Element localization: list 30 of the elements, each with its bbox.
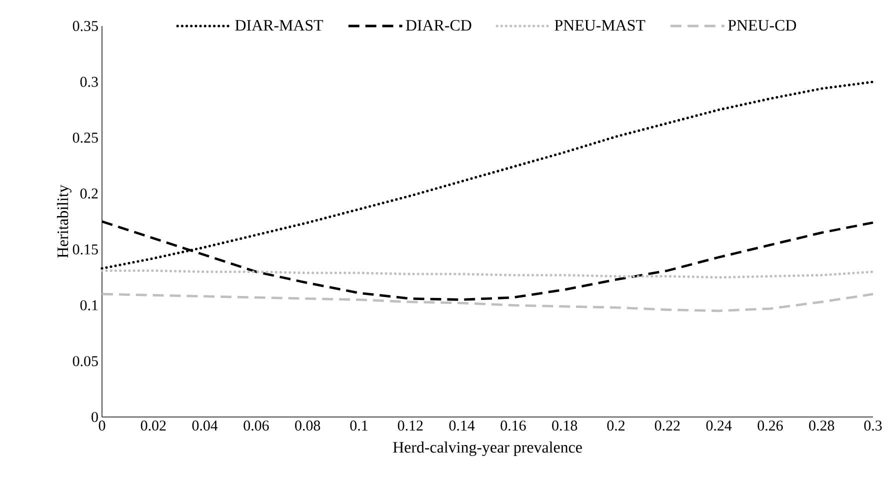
legend-label: DIAR-MAST bbox=[235, 20, 324, 31]
y-tick-label: 0.2 bbox=[80, 188, 98, 199]
legend-label: PNEU-CD bbox=[728, 20, 796, 31]
y-axis-title: Heritability bbox=[56, 184, 72, 258]
x-tick-label: 0.06 bbox=[244, 420, 269, 431]
x-tick-label: 0.3 bbox=[864, 420, 882, 431]
y-tick-label: 0.35 bbox=[72, 20, 98, 32]
x-tick-label: 0.22 bbox=[654, 420, 680, 431]
x-tick-label: 0.12 bbox=[398, 420, 423, 431]
x-tick-label: 0.16 bbox=[500, 420, 526, 431]
x-tick-label: 0.02 bbox=[140, 420, 166, 431]
legend-label: PNEU-MAST bbox=[554, 20, 646, 31]
x-tick-label: 0.26 bbox=[758, 420, 783, 431]
x-tick-label: 0.04 bbox=[192, 420, 218, 431]
legend-label: DIAR-CD bbox=[406, 20, 472, 31]
y-tick-label: 0.1 bbox=[80, 300, 98, 310]
y-tick-label: 0.25 bbox=[72, 132, 98, 143]
y-tick-label: 0.15 bbox=[72, 244, 98, 255]
x-tick-label: 0.24 bbox=[706, 420, 732, 431]
x-tick-label: 0.14 bbox=[449, 420, 475, 431]
y-tick-label: 0 bbox=[92, 412, 98, 422]
x-tick-label: 0 bbox=[98, 420, 106, 431]
y-tick-label: 0.3 bbox=[80, 76, 98, 87]
x-axis-title: Herd-calving-year prevalence bbox=[393, 441, 582, 456]
x-tick-label: 0.18 bbox=[552, 420, 578, 431]
x-tick-label: 0.2 bbox=[607, 420, 625, 431]
x-tick-label: 0.28 bbox=[809, 420, 834, 431]
x-tick-label: 0.1 bbox=[350, 420, 368, 431]
y-tick-label: 0.05 bbox=[72, 356, 98, 366]
x-tick-label: 0.08 bbox=[295, 420, 320, 431]
